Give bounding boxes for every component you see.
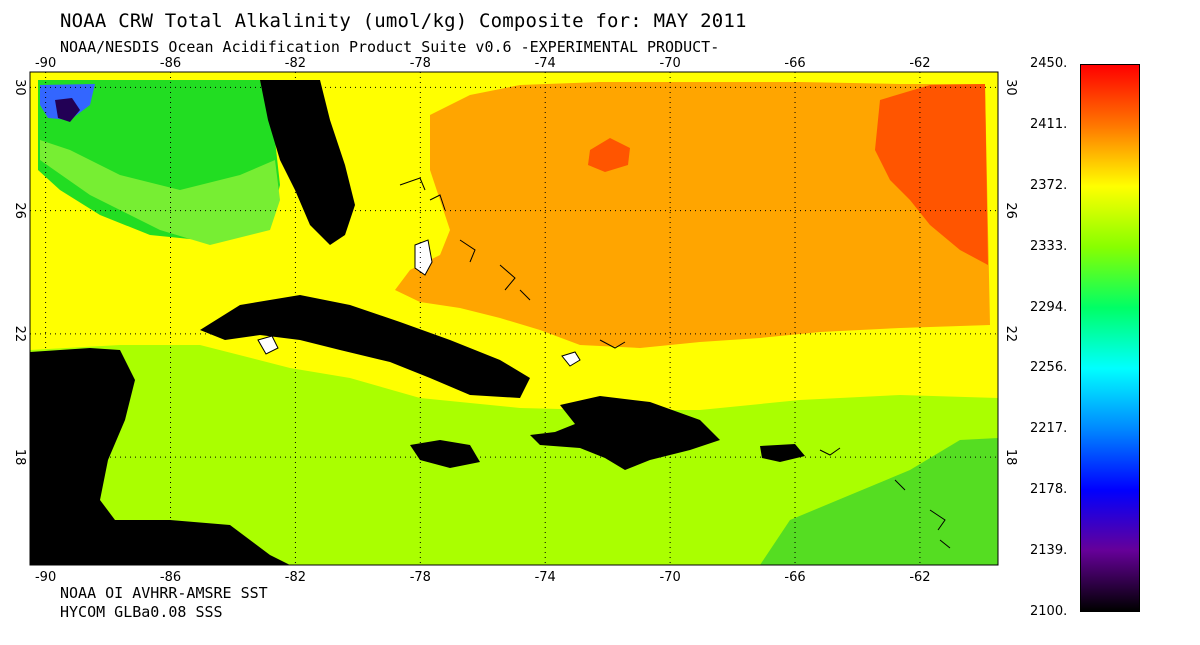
lon-tick-label-top: -62 [909,56,930,71]
colorbar-label: 2256. [1030,360,1068,376]
lon-tick-label-bottom: -70 [660,570,681,585]
map-tick-labels: -90 -90 -86 -86 -82 -82 -78 -78 -74 -74 -70 -70 -66 -… [12,56,1018,585]
map-title: NOAA CRW Total Alkalinity (umol/kg) Comp… [60,10,747,32]
map-grid [30,72,998,565]
colorbar-label: 2450. [1030,56,1068,71]
colorbar-label: 2294. [1030,299,1068,315]
colorbar-label: 2372. [1030,177,1068,193]
ocean-red-orange-zone-east [875,84,988,265]
lon-tick-label-top: -74 [535,56,556,71]
lat-tick-label-right: 30 [1003,79,1018,96]
lat-tick-label-left: 22 [12,326,27,343]
lon-tick-label-bottom: -86 [160,570,181,585]
land-florida [260,80,355,245]
lon-tick-label-bottom: -66 [784,570,805,585]
land-cuba [200,295,530,398]
lon-tick-label-top: -66 [784,56,805,71]
lon-tick-label-top: -78 [410,56,431,71]
colorbar-label: 2411. [1030,116,1068,132]
lon-tick-label-bottom: -90 [35,570,56,585]
lon-tick-label-top: -82 [285,56,306,71]
lat-tick-label-right: 18 [1003,449,1018,466]
lon-tick-label-bottom: -82 [285,570,306,585]
colorbar-label: 2139. [1030,543,1068,559]
colorbar-label: 2217. [1030,421,1068,437]
land-puerto-rico [760,444,805,462]
land-bahamas-andros [414,239,433,276]
ocean-yellow-green-zone [30,345,998,565]
map-subtitle: NOAA/NESDIS Ocean Acidification Product … [60,38,720,56]
lon-tick-label-top: -86 [160,56,181,71]
land-isle-of-youth [257,335,279,355]
ocean-green-zone-se [760,438,998,565]
lat-tick-label-left: 30 [12,79,27,96]
map-frame [29,71,999,566]
lon-tick-label-bottom: -62 [909,570,930,585]
lat-tick-label-right: 22 [1003,326,1018,343]
lon-tick-label-bottom: -74 [535,570,556,585]
land-hispaniola [530,396,720,470]
lon-tick-label-top: -70 [660,56,681,71]
colorbar [1080,64,1140,612]
land-jamaica [410,440,480,468]
land-small-island [561,351,581,367]
gulf-light-green-zone [40,140,280,245]
gulf-purple-spot [55,98,80,122]
lat-tick-label-left: 18 [12,449,27,466]
ocean-orange-zone [395,82,990,348]
colorbar-label: 2333. [1030,238,1068,254]
colorbar-label: 2178. [1030,482,1068,498]
lat-tick-label-right: 26 [1003,202,1018,219]
lon-tick-label-top: -90 [35,56,56,71]
footer-sst-source: NOAA OI AVHRR-AMSRE SST [60,584,268,602]
lat-tick-label-left: 26 [12,202,27,219]
map-field [30,72,998,565]
ocean-red-orange-zone-central [588,138,630,172]
land-yucatan-central-america [30,348,290,565]
lon-tick-label-bottom: -78 [410,570,431,585]
colorbar-label: 2100. [1030,604,1068,619]
footer-sss-source: HYCOM GLBa0.08 SSS [60,603,223,621]
